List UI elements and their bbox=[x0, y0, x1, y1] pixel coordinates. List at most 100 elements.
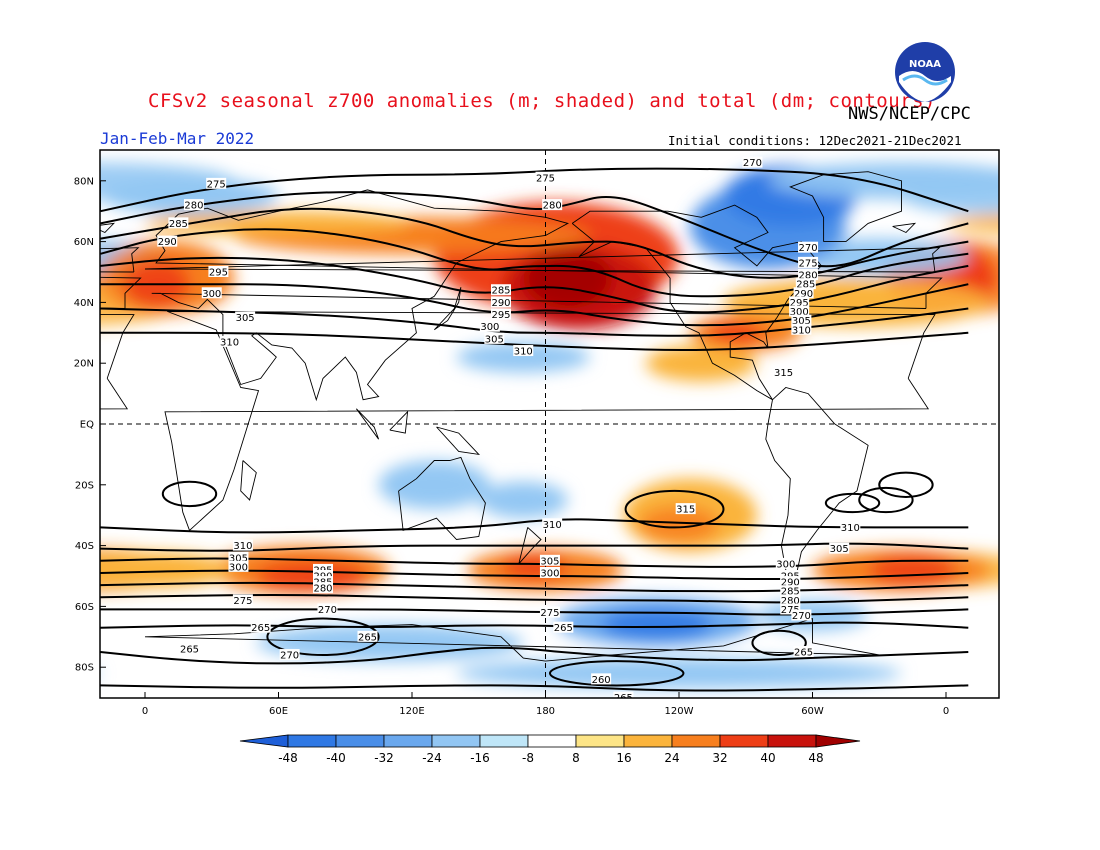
coastline bbox=[356, 408, 380, 440]
contour-label: 275 bbox=[535, 171, 556, 184]
contour-label-bg bbox=[250, 621, 271, 633]
contour-label-bg bbox=[235, 311, 256, 323]
contour-loop bbox=[161, 480, 218, 508]
contour-label-bg bbox=[535, 171, 556, 183]
colorbar-segment bbox=[479, 734, 529, 748]
contour-label-text: 310 bbox=[543, 520, 562, 531]
contour-label-bg bbox=[228, 560, 249, 572]
contour-label-text: 270 bbox=[743, 158, 762, 169]
contour-label: 290 bbox=[491, 296, 511, 309]
lon-tick-label: 60W bbox=[801, 706, 824, 717]
contour-label-text: 305 bbox=[540, 556, 559, 567]
contour-label: 280 bbox=[780, 594, 801, 607]
colorbar-tick-label: -48 bbox=[278, 751, 298, 765]
coastline bbox=[765, 387, 869, 584]
contour-label-text: 310 bbox=[841, 523, 860, 534]
contour-label-text: 280 bbox=[799, 271, 818, 282]
coastline bbox=[144, 247, 941, 273]
contour-line bbox=[100, 569, 969, 581]
contour-label-text: 270 bbox=[318, 605, 337, 616]
anomaly-area bbox=[256, 560, 368, 592]
coastline bbox=[240, 460, 257, 501]
contour-label: 290 bbox=[793, 287, 814, 300]
contour-label-bg bbox=[206, 177, 227, 189]
contour-label: 265 bbox=[793, 646, 814, 659]
colorbar-segment bbox=[431, 734, 481, 748]
contour-label: 285 bbox=[780, 585, 801, 598]
contour-line bbox=[100, 594, 969, 604]
contour-label: 285 bbox=[168, 217, 189, 230]
contour-label: 300 bbox=[539, 566, 560, 579]
contour-label-bg bbox=[491, 296, 511, 308]
contour-label-bg bbox=[228, 551, 249, 563]
anomaly-area bbox=[707, 320, 762, 345]
contour-label: 270 bbox=[317, 603, 338, 616]
contour-label-bg bbox=[491, 284, 511, 296]
contour-label-bg bbox=[798, 241, 819, 253]
contour-loop bbox=[878, 471, 934, 498]
contour-loop bbox=[751, 629, 807, 657]
lat-tick-label: 40N bbox=[74, 298, 94, 309]
colorbar-tick-label: -40 bbox=[326, 751, 346, 765]
lat-tick-label: EQ bbox=[80, 420, 94, 431]
contour-label-text: 290 bbox=[781, 578, 800, 589]
colorbar-tick-label: -24 bbox=[422, 751, 442, 765]
coastline bbox=[100, 222, 116, 234]
contour-label: 275 bbox=[780, 603, 801, 616]
contour-label-bg bbox=[484, 332, 505, 344]
colorbar-segment bbox=[287, 734, 337, 748]
contour-label: 285 bbox=[795, 278, 816, 291]
contour-label-text: 285 bbox=[169, 219, 188, 230]
contour-label: 300 bbox=[789, 305, 810, 318]
anomaly-area bbox=[601, 609, 713, 640]
contour-label: 310 bbox=[219, 335, 240, 348]
contour-label: 275 bbox=[206, 177, 227, 190]
contour-label: 275 bbox=[798, 256, 819, 269]
coastline bbox=[789, 171, 902, 243]
lat-tick-label: 60S bbox=[75, 602, 94, 613]
lat-tick-label: 80S bbox=[75, 663, 94, 674]
contour-label-text: 305 bbox=[830, 544, 849, 555]
initial-conditions-label: Initial conditions: 12Dec2021-21Dec2021 bbox=[668, 133, 962, 148]
contour-label-text: 315 bbox=[774, 368, 793, 379]
coastline bbox=[436, 426, 481, 456]
colorbar-tick-label: 48 bbox=[808, 751, 823, 765]
lon-tick-label: 120W bbox=[665, 706, 694, 717]
contour-line bbox=[100, 167, 969, 213]
contour-label: 300 bbox=[775, 557, 796, 570]
contour-label: 300 bbox=[201, 287, 222, 300]
contour-label-bg bbox=[591, 673, 612, 685]
contour-label-text: 290 bbox=[794, 289, 813, 300]
contour-loop bbox=[858, 486, 914, 514]
contour-label: 265 bbox=[250, 621, 271, 634]
contour-label-bg bbox=[313, 582, 333, 594]
contour-label-text: 265 bbox=[251, 623, 270, 634]
colorbar-arrow-low bbox=[239, 734, 289, 748]
contour-line bbox=[100, 608, 969, 616]
contour-label-bg bbox=[539, 566, 560, 578]
contour-label: 310 bbox=[840, 521, 861, 534]
colorbar-segment bbox=[383, 734, 433, 748]
lat-tick-label: 20N bbox=[74, 359, 94, 370]
season-label: Jan-Feb-Mar 2022 bbox=[100, 129, 255, 148]
contour-label-bg bbox=[775, 557, 796, 569]
contour-label: 270 bbox=[798, 241, 819, 254]
contour-label-text: 275 bbox=[799, 258, 818, 269]
coastline bbox=[518, 527, 542, 565]
contour-label-text: 265 bbox=[180, 644, 199, 655]
anomaly-area bbox=[378, 460, 490, 510]
plot-area: 2752802852902953003053102752802852902953… bbox=[100, 150, 999, 698]
contour-label-bg bbox=[232, 594, 253, 606]
contour-label-text: 290 bbox=[491, 298, 510, 309]
contour-label-bg bbox=[613, 691, 634, 698]
contour-label-text: 295 bbox=[491, 310, 510, 321]
contour-label-text: 270 bbox=[280, 651, 299, 662]
contour-label-bg bbox=[479, 320, 500, 332]
lon-tick-label: 180 bbox=[536, 706, 555, 717]
logo-text: NOAA bbox=[909, 59, 941, 70]
contour-label-bg bbox=[232, 539, 253, 551]
contour-label-text: 280 bbox=[543, 201, 562, 212]
contour-label: 265 bbox=[179, 642, 200, 655]
contour-label-bg bbox=[789, 296, 810, 308]
